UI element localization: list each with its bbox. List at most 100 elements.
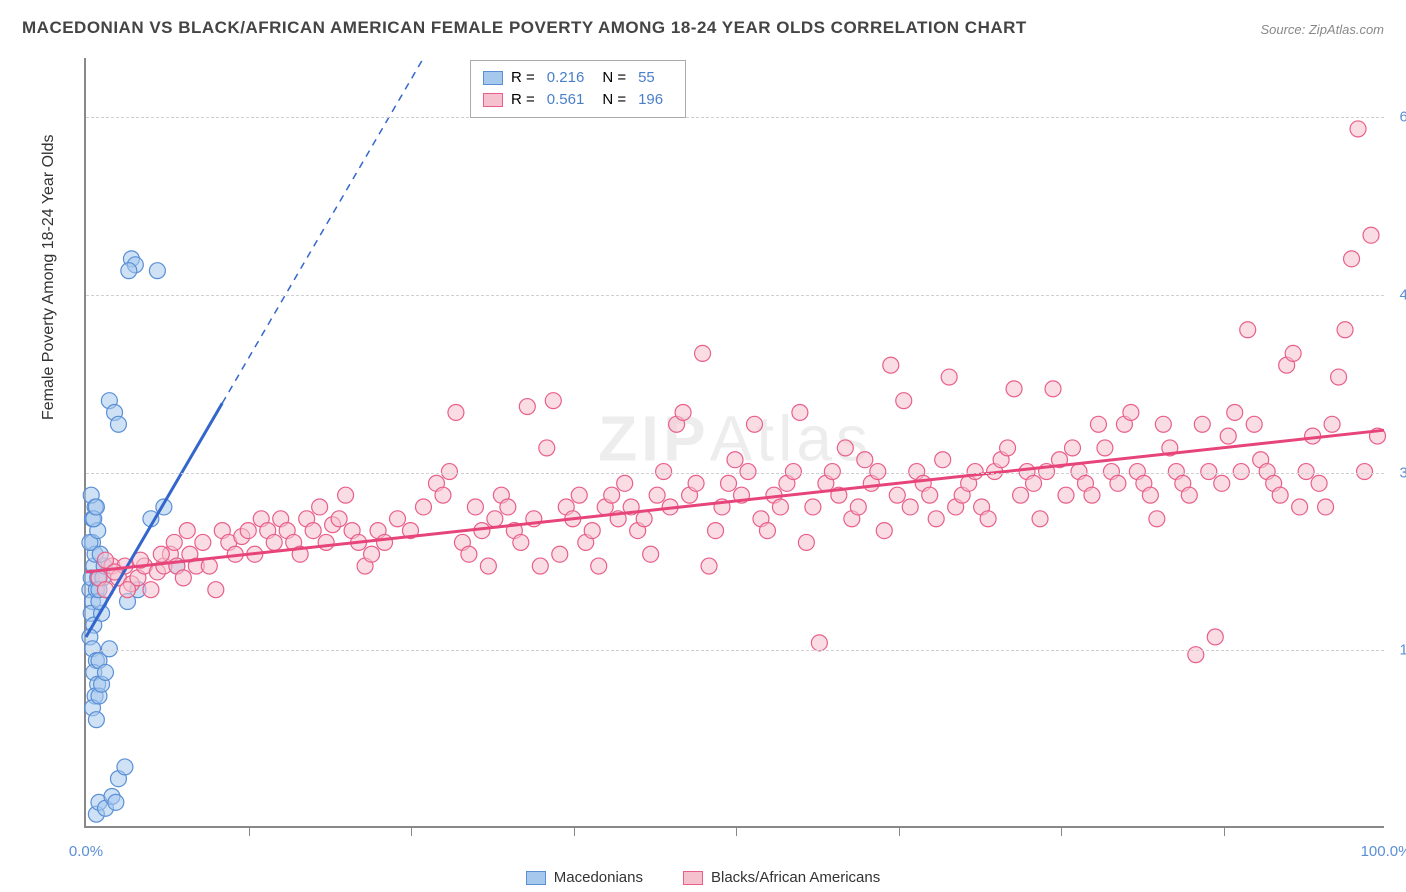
data-point (876, 523, 892, 539)
data-point (1318, 499, 1334, 515)
xtick-minor (1061, 826, 1062, 836)
data-point (857, 452, 873, 468)
data-point (967, 464, 983, 480)
data-point (88, 712, 104, 728)
data-point (792, 404, 808, 420)
trend-line-solid (86, 403, 222, 637)
legend-label-1: Blacks/African Americans (711, 869, 880, 886)
data-point (811, 635, 827, 651)
legend-n-label: N = (602, 67, 626, 89)
data-point (688, 475, 704, 491)
data-point (1155, 416, 1171, 432)
data-point (312, 499, 328, 515)
data-point (708, 523, 724, 539)
y-axis-label: Female Poverty Among 18-24 Year Olds (40, 135, 58, 421)
data-point (896, 393, 912, 409)
legend-r-value-0: 0.216 (547, 67, 585, 89)
data-point (120, 582, 136, 598)
data-point (727, 452, 743, 468)
data-point (121, 263, 137, 279)
data-point (643, 546, 659, 562)
data-point (179, 523, 195, 539)
data-point (1363, 227, 1379, 243)
data-point (604, 487, 620, 503)
data-point (513, 534, 529, 550)
data-point (552, 546, 568, 562)
data-point (1357, 464, 1373, 480)
data-point (935, 452, 951, 468)
data-point (1298, 464, 1314, 480)
data-point (240, 523, 256, 539)
ytick-label: 60.0% (1390, 109, 1406, 126)
data-point (149, 263, 165, 279)
data-point (1337, 322, 1353, 338)
legend-row-series-0: R = 0.216 N = 55 (483, 67, 673, 89)
data-point (980, 511, 996, 527)
gridline-h (86, 117, 1384, 118)
data-point (1110, 475, 1126, 491)
data-point (1220, 428, 1236, 444)
data-point (110, 416, 126, 432)
xtick-label: 0.0% (69, 843, 103, 860)
gridline-h (86, 473, 1384, 474)
data-point (1188, 647, 1204, 663)
data-point (617, 475, 633, 491)
data-point (902, 499, 918, 515)
data-point (883, 357, 899, 373)
legend-n-label: N = (602, 89, 626, 111)
data-point (1058, 487, 1074, 503)
data-point (1032, 511, 1048, 527)
data-point (364, 546, 380, 562)
data-point (500, 499, 516, 515)
data-point (1026, 475, 1042, 491)
data-point (1097, 440, 1113, 456)
legend-r-label: R = (511, 67, 535, 89)
legend-swatch-bottom-1 (683, 871, 703, 885)
xtick-minor (899, 826, 900, 836)
data-point (1123, 404, 1139, 420)
data-point (636, 511, 652, 527)
data-point (1201, 464, 1217, 480)
data-point (1272, 487, 1288, 503)
data-point (1181, 487, 1197, 503)
data-point (1064, 440, 1080, 456)
data-point (108, 794, 124, 810)
data-point (721, 475, 737, 491)
data-point (448, 404, 464, 420)
data-point (1233, 464, 1249, 480)
data-point (1000, 440, 1016, 456)
data-point (166, 534, 182, 550)
xtick-label: 100.0% (1361, 843, 1406, 860)
data-point (532, 558, 548, 574)
data-point (941, 369, 957, 385)
legend-n-value-1: 196 (638, 89, 663, 111)
xtick-minor (249, 826, 250, 836)
data-point (539, 440, 555, 456)
data-point (1350, 121, 1366, 137)
data-point (824, 464, 840, 480)
chart-title: MACEDONIAN VS BLACK/AFRICAN AMERICAN FEM… (22, 18, 1027, 38)
legend-row-series-1: R = 0.561 N = 196 (483, 89, 673, 111)
ytick-label: 30.0% (1390, 464, 1406, 481)
legend-n-value-0: 55 (638, 67, 655, 89)
data-point (1344, 251, 1360, 267)
correlation-legend: R = 0.216 N = 55 R = 0.561 N = 196 (470, 60, 686, 118)
ytick-label: 45.0% (1390, 286, 1406, 303)
data-point (305, 523, 321, 539)
plot-area: ZIPAtlas 15.0%30.0%45.0%60.0%0.0%100.0% (84, 58, 1384, 828)
data-point (487, 511, 503, 527)
xtick-minor (1224, 826, 1225, 836)
data-point (805, 499, 821, 515)
series-legend: Macedonians Blacks/African Americans (0, 869, 1406, 886)
data-point (208, 582, 224, 598)
data-point (1240, 322, 1256, 338)
data-point (571, 487, 587, 503)
data-point (435, 487, 451, 503)
data-point (318, 534, 334, 550)
gridline-h (86, 295, 1384, 296)
data-point (759, 523, 775, 539)
data-point (675, 404, 691, 420)
data-point (377, 534, 393, 550)
data-point (695, 345, 711, 361)
legend-swatch-bottom-0 (526, 871, 546, 885)
